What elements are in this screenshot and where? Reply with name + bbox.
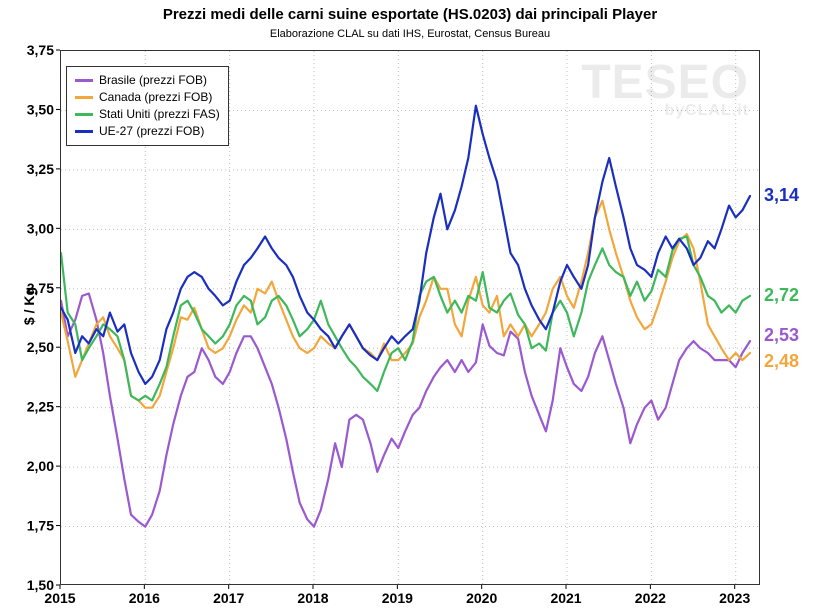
x-tick-label: 2019 — [382, 590, 413, 606]
chart-subtitle: Elaborazione CLAL su dati IHS, Eurostat,… — [0, 28, 820, 40]
x-tick-label: 2020 — [466, 590, 497, 606]
x-tick-label: 2015 — [44, 590, 75, 606]
endpoint-label: 2,48 — [764, 351, 799, 372]
y-tick-label: 1,50 — [27, 577, 54, 593]
x-tick-label: 2022 — [635, 590, 666, 606]
legend-label: Stati Uniti (prezzi FAS) — [99, 106, 220, 123]
x-tick-label: 2023 — [719, 590, 750, 606]
legend-swatch — [75, 113, 93, 116]
legend-swatch — [75, 130, 93, 133]
y-tick-label: 3,00 — [27, 220, 54, 236]
legend: Brasile (prezzi FOB)Canada (prezzi FOB)S… — [66, 66, 229, 146]
x-tick-label: 2021 — [550, 590, 581, 606]
y-tick-label: 3,25 — [27, 161, 54, 177]
y-tick-label: 3,75 — [27, 42, 54, 58]
legend-swatch — [75, 96, 93, 99]
legend-label: Canada (prezzi FOB) — [99, 89, 212, 106]
endpoint-label: 2,72 — [764, 285, 799, 306]
legend-item: Brasile (prezzi FOB) — [75, 72, 220, 89]
y-tick-label: 3,50 — [27, 101, 54, 117]
legend-item: Canada (prezzi FOB) — [75, 89, 220, 106]
legend-label: Brasile (prezzi FOB) — [99, 72, 207, 89]
legend-item: UE-27 (prezzi FOB) — [75, 123, 220, 140]
legend-swatch — [75, 79, 93, 82]
series-line — [61, 201, 750, 408]
y-tick-label: 2,50 — [27, 339, 54, 355]
x-tick-label: 2016 — [129, 590, 160, 606]
chart-container: Prezzi medi delle carni suine esportate … — [0, 0, 820, 612]
y-tick-label: 2,00 — [27, 458, 54, 474]
x-tick-label: 2018 — [297, 590, 328, 606]
legend-item: Stati Uniti (prezzi FAS) — [75, 106, 220, 123]
endpoint-label: 2,53 — [764, 325, 799, 346]
series-line — [61, 106, 750, 384]
y-axis-title: $ / Kg — [21, 287, 37, 325]
chart-title: Prezzi medi delle carni suine esportate … — [0, 6, 820, 23]
y-tick-label: 1,75 — [27, 518, 54, 534]
x-tick-label: 2017 — [213, 590, 244, 606]
legend-label: UE-27 (prezzi FOB) — [99, 123, 204, 140]
y-tick-label: 2,25 — [27, 399, 54, 415]
endpoint-label: 3,14 — [764, 185, 799, 206]
